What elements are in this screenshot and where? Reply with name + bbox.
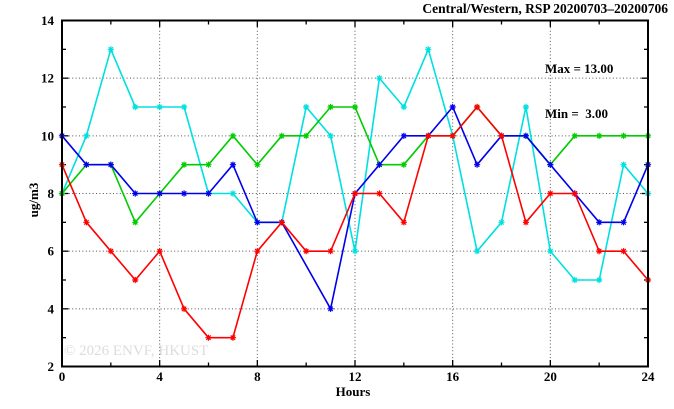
x-tick-label: 4 [156, 369, 163, 384]
x-axis-label: Hours [335, 384, 371, 399]
chart-title: Central/Western, RSP 20200703–20200706 [422, 1, 668, 16]
legend-min-value: Min = 3.00 [545, 106, 609, 121]
y-tick-label: 4 [48, 301, 55, 316]
x-tick-label: 12 [349, 369, 362, 384]
x-tick-label: 0 [59, 369, 66, 384]
legend: Max = 13.00 Min = 3.00 [545, 31, 613, 151]
x-tick-label: 8 [254, 369, 261, 384]
y-tick-label: 6 [48, 244, 55, 259]
watermark: © 2026 ENVF, HKUST [64, 343, 209, 359]
x-tick-label: 20 [544, 369, 557, 384]
y-tick-label: 10 [41, 128, 54, 143]
y-tick-label: 8 [48, 186, 55, 201]
series-line-blue [61, 106, 649, 310]
y-tick-label: 2 [48, 359, 55, 374]
plot-border [61, 19, 649, 368]
x-tick-label: 16 [446, 369, 460, 384]
y-tick-label: 14 [41, 13, 55, 28]
y-tick-label: 12 [41, 71, 54, 86]
y-axis-label: ug/m3 [26, 182, 41, 218]
legend-max-value: Max = 13.00 [545, 61, 614, 76]
x-tick-label: 24 [642, 369, 656, 384]
